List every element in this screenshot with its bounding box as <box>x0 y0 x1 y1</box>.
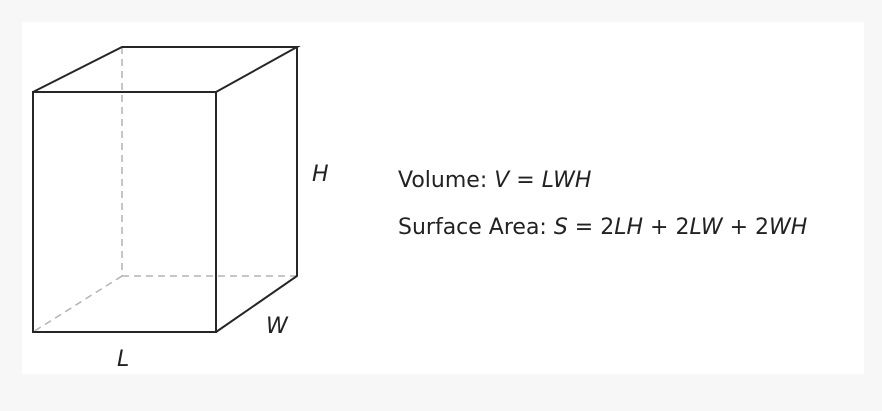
hidden-edge-depth <box>32 275 123 333</box>
surface-area-term-wh: WH <box>769 215 808 240</box>
length-label: L <box>117 347 130 372</box>
volume-formula: Volume: V = LWH <box>398 170 591 192</box>
surface-area-formula-prefix: Surface Area: <box>398 215 554 240</box>
surface-area-term-lw: LW <box>689 215 723 240</box>
volume-formula-prefix: Volume: <box>398 168 495 193</box>
volume-rhs: LWH <box>541 168 592 193</box>
surface-area-plus-1: + 2 <box>643 215 690 240</box>
surface-area-equals: = 2 <box>567 215 615 240</box>
volume-symbol: V <box>494 168 510 193</box>
top-face <box>32 46 301 93</box>
height-label: H <box>312 162 329 187</box>
front-face <box>32 91 217 333</box>
surface-area-plus-2: + 2 <box>722 215 770 240</box>
volume-equals: = <box>509 168 542 193</box>
width-label: W <box>266 314 288 339</box>
surface-area-term-lh: LH <box>614 215 644 240</box>
surface-area-formula: Surface Area: S = 2LH + 2LW + 2WH <box>398 217 807 239</box>
side-face <box>215 47 298 333</box>
surface-area-symbol: S <box>553 215 568 240</box>
figure-background <box>22 22 864 374</box>
